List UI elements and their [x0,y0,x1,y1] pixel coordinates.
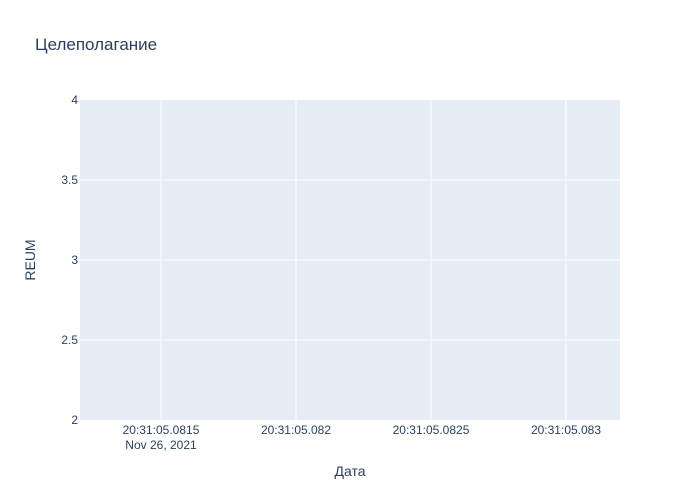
x-tick-label: 20:31:05.083 [531,423,601,437]
y-tick-label: 3.5 [61,173,78,187]
y-tick-label: 3 [71,253,78,267]
grid-lines [80,100,620,420]
chart-title: Целеполагание [35,35,157,54]
y-tick-label: 2.5 [61,333,78,347]
x-tick-label: 20:31:05.0815 [123,423,200,437]
y-tick-label: 4 [71,93,78,107]
x-axis-title: Дата [334,463,365,479]
x-tick-label: 20:31:05.082 [261,423,331,437]
y-axis-title: REUM [22,239,38,280]
x-tick-date-label: Nov 26, 2021 [125,438,197,452]
y-axis-ticks: 2 2.5 3 3.5 4 [61,93,78,427]
x-tick-label: 20:31:05.0825 [393,423,470,437]
y-tick-label: 2 [71,413,78,427]
